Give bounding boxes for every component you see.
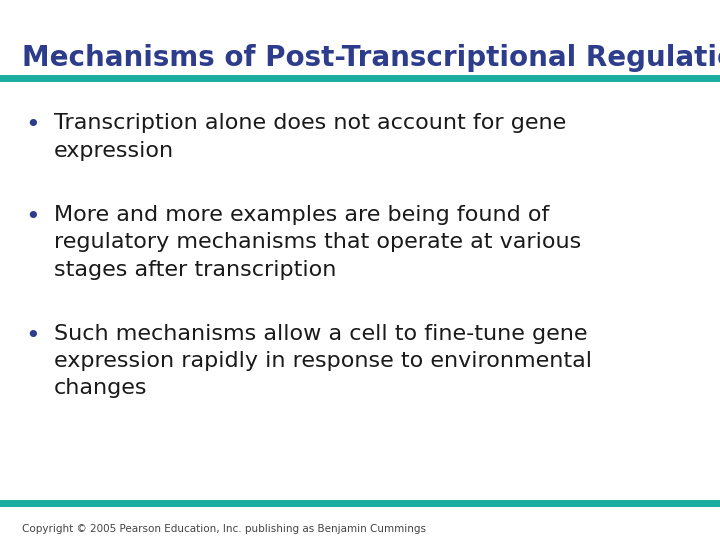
Text: •: • [25,113,40,137]
Text: •: • [25,324,40,348]
Text: Mechanisms of Post-Transcriptional Regulation: Mechanisms of Post-Transcriptional Regul… [22,44,720,72]
Text: Transcription alone does not account for gene
expression: Transcription alone does not account for… [54,113,566,160]
Text: Copyright © 2005 Pearson Education, Inc. publishing as Benjamin Cummings: Copyright © 2005 Pearson Education, Inc.… [22,524,426,534]
Text: More and more examples are being found of
regulatory mechanisms that operate at : More and more examples are being found o… [54,205,581,280]
Text: •: • [25,205,40,229]
Text: Such mechanisms allow a cell to fine-tune gene
expression rapidly in response to: Such mechanisms allow a cell to fine-tun… [54,324,592,399]
